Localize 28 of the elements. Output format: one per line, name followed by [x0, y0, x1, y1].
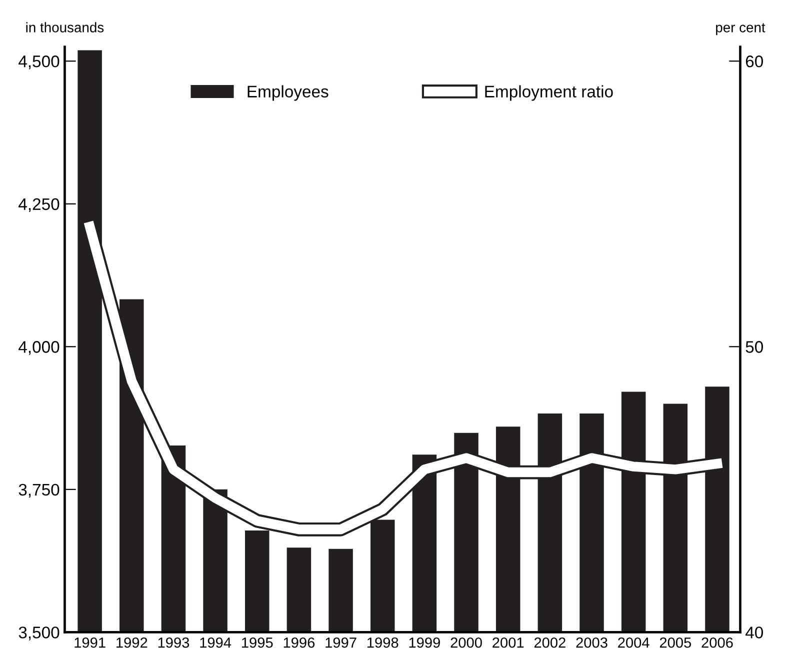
- x-tick-label: 2002: [534, 637, 566, 648]
- y2-tick-label: 50: [746, 341, 763, 353]
- x-tick-label: 1991: [74, 637, 106, 648]
- x-tick-label: 1997: [326, 637, 356, 648]
- y2-tick-label: 40: [745, 626, 763, 638]
- x-tick-label: 1994: [200, 637, 232, 648]
- y-axis-title: in thousands: [26, 22, 104, 32]
- x-tick-label: 2004: [618, 637, 650, 648]
- y-tick-label: 4,250: [18, 198, 60, 212]
- x-tick-label: 2000: [450, 637, 482, 648]
- y2-tick-label: 60: [746, 56, 763, 68]
- x-tick-label: 1998: [368, 637, 398, 648]
- x-tick-label: 1992: [116, 637, 148, 648]
- x-tick-label: 2001: [492, 637, 524, 648]
- y2-axis-title: per cent: [716, 23, 766, 36]
- y-tick-label: 4,000: [18, 341, 60, 355]
- x-tick-label: 1993: [158, 637, 190, 648]
- x-tick-label: 1996: [284, 637, 315, 648]
- x-tick-label: 2005: [660, 637, 692, 648]
- x-tick-label: 1995: [242, 637, 273, 648]
- y-tick-label: 4,500: [18, 56, 60, 70]
- y-tick-label: 3,500: [18, 626, 60, 640]
- legend-label: Employment ratio: [485, 85, 613, 101]
- x-tick-label: 2006: [702, 637, 733, 648]
- y-tick-label: 3,750: [18, 484, 60, 498]
- legend-label: Employees: [248, 85, 328, 101]
- x-tick-label: 1999: [409, 637, 440, 648]
- x-tick-label: 2003: [576, 637, 608, 648]
